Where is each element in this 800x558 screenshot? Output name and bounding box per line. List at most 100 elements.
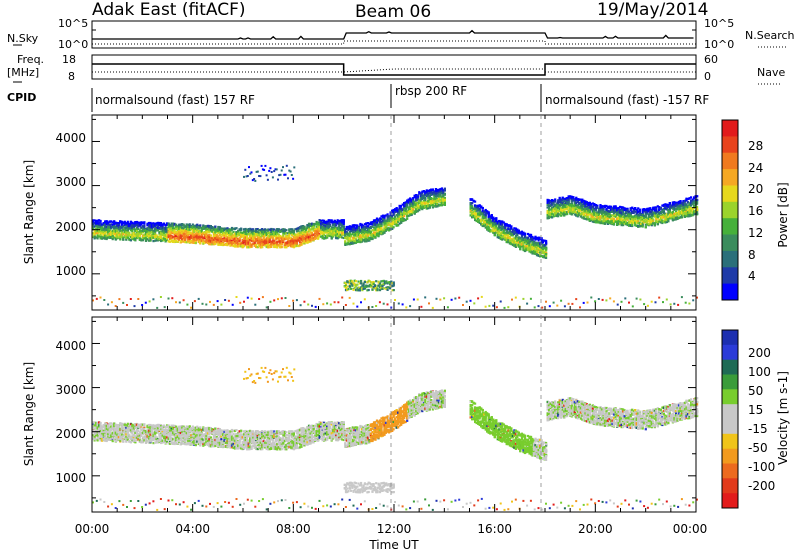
power-cell xyxy=(401,217,404,220)
power-cell xyxy=(271,240,274,243)
power-cell xyxy=(292,230,295,233)
power-cell xyxy=(345,242,348,245)
power-cell xyxy=(253,233,256,236)
power-cell xyxy=(161,228,164,231)
power-cell xyxy=(344,231,347,234)
power-cell xyxy=(327,222,330,225)
power-cell xyxy=(347,235,350,238)
power-cell xyxy=(173,240,176,244)
power-cell xyxy=(347,238,350,241)
power-cell xyxy=(230,241,234,244)
power-cell xyxy=(116,229,119,232)
power-cell xyxy=(116,237,119,240)
power-cell xyxy=(152,223,155,227)
power-cell xyxy=(418,200,421,203)
power-cell xyxy=(297,226,300,230)
power-cell xyxy=(197,225,200,228)
power-cell xyxy=(375,218,379,221)
power-cell xyxy=(164,231,167,234)
power-cell xyxy=(440,187,443,190)
power-cell xyxy=(431,191,434,194)
power-cell xyxy=(258,236,261,239)
power-cell xyxy=(218,226,221,229)
power-cell xyxy=(163,237,166,240)
power-cell xyxy=(126,224,129,227)
power-cell xyxy=(333,228,336,231)
power-cell xyxy=(374,228,377,231)
power-cell xyxy=(264,239,267,242)
power-cell xyxy=(156,239,160,242)
power-cell xyxy=(190,228,193,231)
power-cell xyxy=(368,238,371,241)
power-cell xyxy=(329,224,332,227)
power-cell xyxy=(95,225,98,228)
power-cell xyxy=(321,228,324,231)
power-cell xyxy=(362,230,365,233)
power-cell xyxy=(258,239,261,242)
power-cell xyxy=(288,243,291,247)
power-cell xyxy=(341,233,344,236)
power-cell xyxy=(353,235,356,238)
power-cell xyxy=(434,195,437,198)
power-cell xyxy=(356,232,359,235)
power-cell xyxy=(310,224,314,227)
power-cell xyxy=(244,227,247,231)
power-cell xyxy=(143,222,146,225)
power-cell xyxy=(276,229,279,232)
power-cell xyxy=(101,223,104,226)
power-cell xyxy=(409,197,412,200)
power-cell xyxy=(332,231,335,234)
power-cell xyxy=(147,231,151,234)
power-cell xyxy=(380,230,383,233)
power-cell xyxy=(363,223,366,226)
power-cell xyxy=(208,236,211,239)
power-cell xyxy=(301,236,305,239)
power-cell xyxy=(353,237,356,240)
power-cell xyxy=(259,237,262,240)
power-cell xyxy=(206,234,209,237)
power-cell xyxy=(310,231,314,235)
power-cell xyxy=(193,233,196,236)
power-cell xyxy=(131,229,134,232)
power-cell xyxy=(252,236,255,239)
power-cell xyxy=(117,231,120,234)
power-cell xyxy=(140,226,143,229)
power-cell xyxy=(206,224,209,227)
power-cell xyxy=(249,238,252,241)
power-cell xyxy=(167,224,170,227)
power-cell xyxy=(389,222,392,225)
power-cell xyxy=(240,243,243,246)
power-cell xyxy=(184,225,187,228)
power-cell xyxy=(362,225,365,228)
power-cell xyxy=(226,239,229,243)
power-cell xyxy=(261,228,264,231)
noise-panel xyxy=(91,20,697,49)
power-cell xyxy=(357,225,360,228)
power-cell xyxy=(107,236,110,239)
power-cell xyxy=(307,224,311,227)
power-cell xyxy=(283,244,286,247)
power-cell xyxy=(244,242,247,245)
power-cell xyxy=(495,225,498,228)
power-cell xyxy=(295,241,298,244)
power-cell xyxy=(138,223,141,226)
power-cell xyxy=(147,222,151,225)
power-cell xyxy=(419,207,422,210)
power-cell xyxy=(161,226,164,229)
power-cell xyxy=(397,224,400,227)
power-cell xyxy=(170,236,173,239)
power-cell xyxy=(190,236,193,239)
power-cell xyxy=(436,203,439,206)
power-cell xyxy=(178,232,181,236)
power-cell xyxy=(193,225,196,228)
power-cell xyxy=(122,225,125,228)
power-cell xyxy=(140,238,143,241)
power-cell xyxy=(433,205,436,208)
power-cell xyxy=(120,229,123,232)
power-cell xyxy=(353,225,356,228)
power-cell xyxy=(101,226,104,229)
power-cell xyxy=(267,237,270,240)
nave-tick-low: 0 xyxy=(704,70,711,83)
noise-right-tick-high: 10^5 xyxy=(704,17,734,30)
